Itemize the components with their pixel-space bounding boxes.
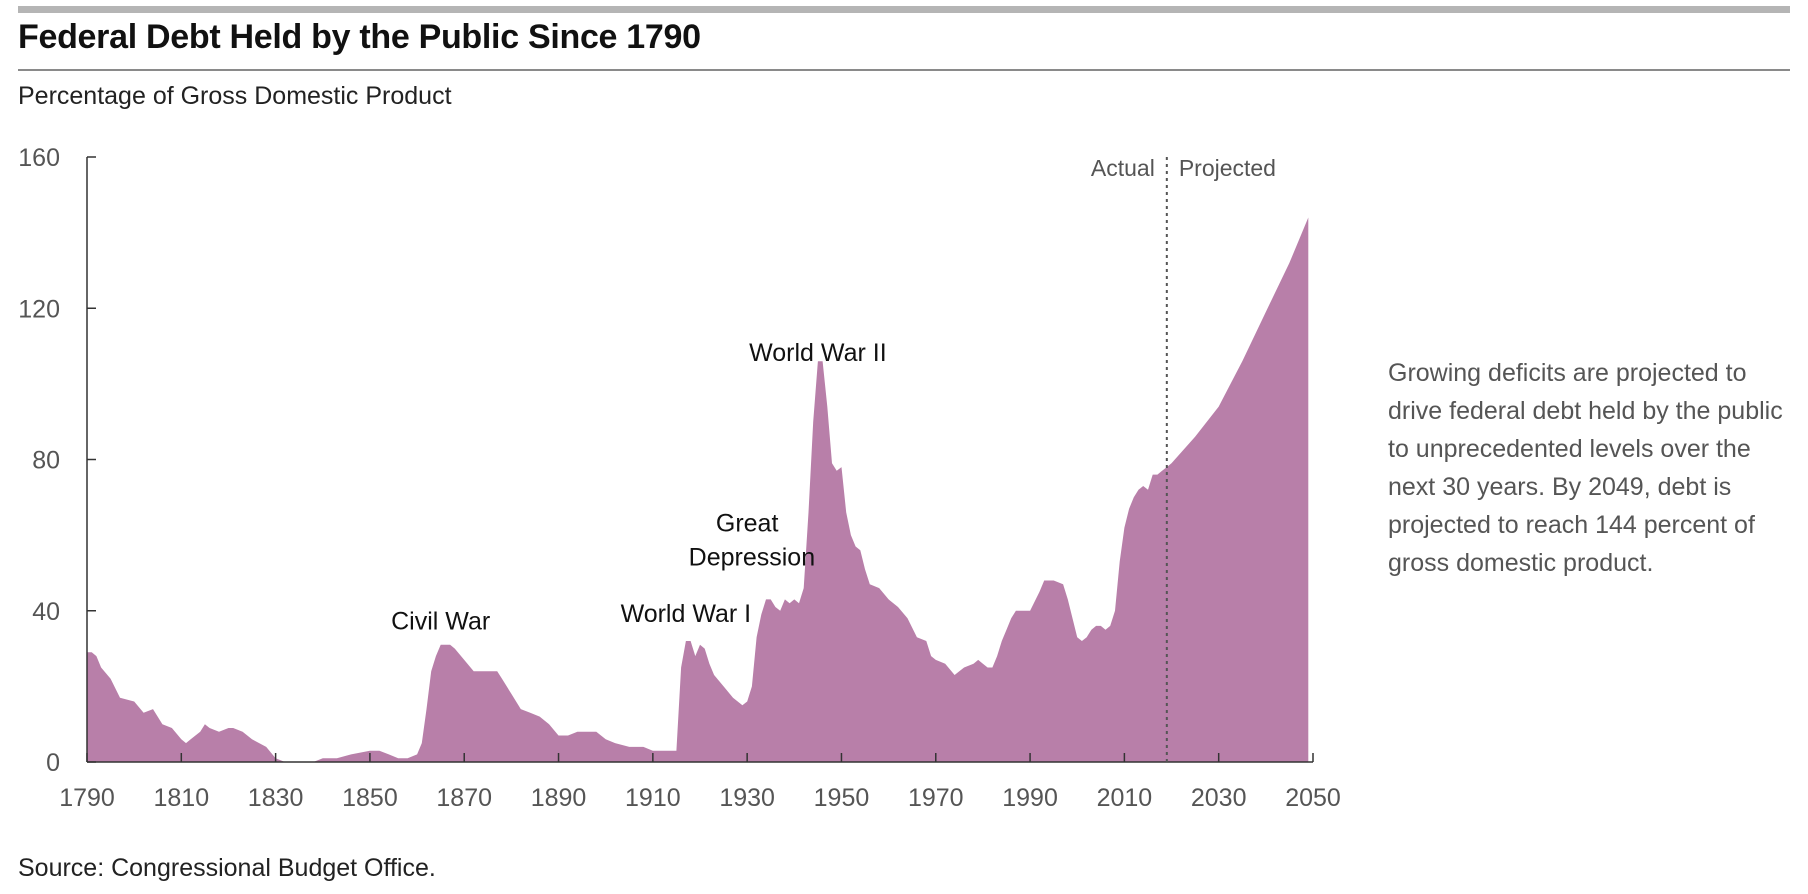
annotation-layer: Actual Projected Civil War World War I Great… bbox=[391, 155, 1276, 762]
x-tick-label: 1930 bbox=[719, 784, 775, 812]
event-annotation: Civil War bbox=[391, 608, 490, 636]
actual-label: Actual bbox=[1091, 155, 1155, 181]
x-tick-label: 1870 bbox=[436, 784, 492, 812]
x-tick-label: 1950 bbox=[814, 784, 870, 812]
title-rule bbox=[18, 69, 1790, 71]
chart-note: Growing deficits are projected to drive … bbox=[1388, 359, 1783, 577]
event-annotation: World War II bbox=[749, 339, 887, 367]
debt-area-series-0 bbox=[87, 217, 1309, 762]
source-note: Source: Congressional Budget Office. bbox=[18, 854, 436, 882]
event-annotation: Great bbox=[716, 509, 779, 537]
axes-layer: 0 40 80 120 160 1790 1810 1830 1850 1870 1890 1910 1… bbox=[18, 144, 1341, 812]
y-tick-label: 0 bbox=[46, 749, 60, 777]
y-tick-label: 40 bbox=[32, 598, 60, 626]
x-tick-label: 1790 bbox=[59, 784, 115, 812]
x-tick-label: 1990 bbox=[1002, 784, 1058, 812]
x-tick-label: 1850 bbox=[342, 784, 398, 812]
y-tick-label: 80 bbox=[32, 447, 60, 475]
event-annotation: World War I bbox=[621, 600, 752, 628]
x-tick-label: 1830 bbox=[248, 784, 304, 812]
y-tick-label: 120 bbox=[18, 295, 60, 323]
page-title: Federal Debt Held by the Public Since 17… bbox=[18, 18, 701, 56]
x-tick-label: 1890 bbox=[531, 784, 587, 812]
area-layer bbox=[87, 217, 1309, 762]
projected-label: Projected bbox=[1179, 155, 1276, 181]
x-tick-label: 1910 bbox=[625, 784, 681, 812]
event-annotation: Depression bbox=[689, 543, 815, 571]
x-tick-label: 2010 bbox=[1097, 784, 1153, 812]
chart-subtitle: Percentage of Gross Domestic Product bbox=[18, 82, 452, 110]
x-tick-label: 1810 bbox=[153, 784, 209, 812]
x-tick-label: 2030 bbox=[1191, 784, 1247, 812]
top-rule bbox=[18, 6, 1790, 13]
x-tick-label: 2050 bbox=[1285, 784, 1341, 812]
y-tick-label: 160 bbox=[18, 144, 60, 172]
x-tick-label: 1970 bbox=[908, 784, 964, 812]
